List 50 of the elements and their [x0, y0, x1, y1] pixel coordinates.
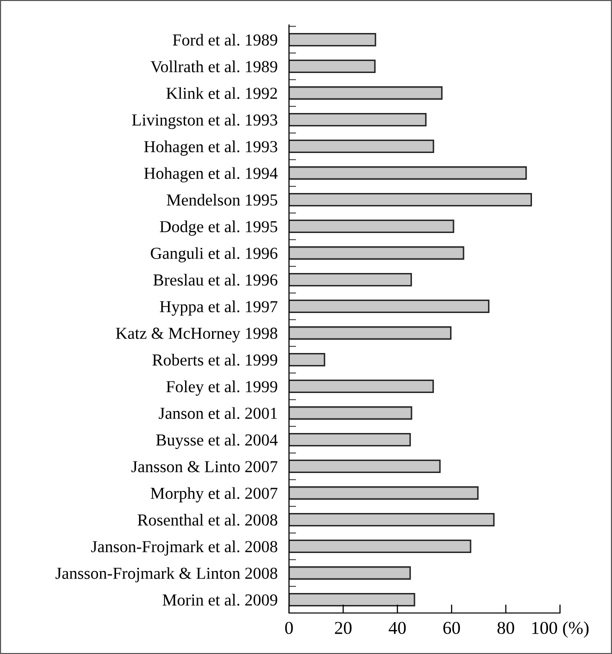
- x-tick-label: 100 (%): [532, 621, 589, 638]
- x-tick-label: 20: [334, 622, 352, 634]
- bar: [289, 300, 490, 314]
- bar: [289, 352, 326, 366]
- y-tick-label: Hohagen et al. 1994: [144, 167, 278, 182]
- bar: [289, 406, 412, 420]
- y-tick-label: Ford et al. 1989: [172, 34, 278, 46]
- y-tick-label: Roberts et al. 1999: [152, 354, 278, 366]
- y-tick-label: Ganguli et al. 1996: [150, 247, 278, 262]
- bar: [289, 512, 495, 526]
- y-tick-label: Livingston et al. 1993: [132, 114, 278, 130]
- y-tick-label: Breslau et al. 1996: [153, 274, 278, 286]
- y-tick-label: Janson-Frojmark et al. 2008: [91, 540, 278, 556]
- bar: [289, 192, 532, 206]
- x-tick-label: 0: [285, 622, 293, 634]
- bar: [289, 246, 464, 260]
- y-tick-label: Hohagen et al. 1993: [144, 140, 278, 156]
- bar: [289, 272, 412, 286]
- x-tick-label: 60: [443, 622, 460, 634]
- y-tick-label: Mendelson 1995: [166, 194, 278, 206]
- bar: [289, 166, 527, 180]
- bar: [289, 460, 441, 474]
- bar: [289, 86, 443, 100]
- y-tick-label: Hyppa et al. 1997: [160, 300, 278, 316]
- y-tick-label: Klink et al. 1992: [166, 87, 277, 100]
- x-tick-label: 40: [388, 622, 406, 634]
- y-tick-label: Jansson-Frojmark & Linton 2008: [56, 567, 278, 582]
- bar: [289, 432, 411, 446]
- bar: [289, 112, 427, 126]
- y-tick-label: Vollrath et al. 1989: [150, 60, 278, 72]
- y-tick-label: Jansson & Linto 2007: [131, 461, 278, 472]
- bar: [289, 380, 434, 394]
- y-tick-label: Morphy et al. 2007: [150, 487, 278, 502]
- y-tick-label: Buysse et al. 2004: [156, 434, 278, 450]
- bar: [289, 540, 472, 554]
- y-tick-label: Foley et al. 1999: [166, 380, 278, 396]
- y-tick-label: Morin et al. 2009: [162, 594, 278, 606]
- bar: [289, 140, 434, 154]
- x-tick-label: 80: [497, 622, 514, 634]
- bar: [289, 32, 376, 46]
- bar: [289, 326, 452, 340]
- y-tick-label: Janson et al. 2001: [158, 407, 277, 420]
- bar: [289, 220, 454, 234]
- y-tick-label: Rosenthal et al. 2008: [138, 514, 278, 526]
- bar: [289, 486, 479, 500]
- y-tick-label: Katz & McHorney 1998: [116, 328, 278, 342]
- y-tick-label: Dodge et al. 1995: [160, 220, 278, 236]
- bar: [289, 60, 376, 74]
- bar: [289, 566, 411, 580]
- bar: [289, 592, 416, 606]
